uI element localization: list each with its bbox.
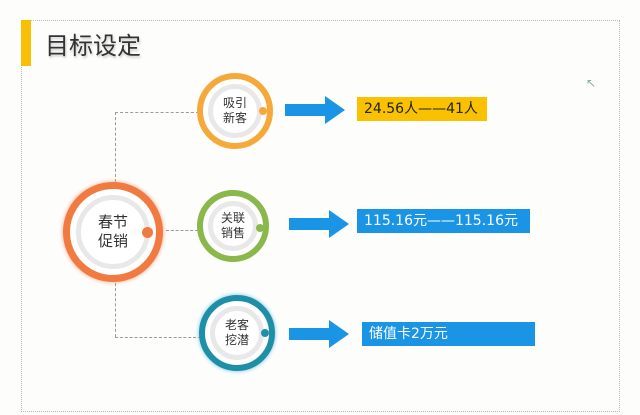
connector-line xyxy=(115,337,201,338)
branch-label: 销售 xyxy=(220,226,245,240)
slide-border xyxy=(21,20,620,412)
branch-node-关联销售: 关联 销售 xyxy=(197,190,269,262)
center-label: 春节 xyxy=(97,213,128,232)
node-dot xyxy=(256,224,264,232)
node-dot xyxy=(261,329,269,337)
center-label: 促销 xyxy=(97,232,128,250)
connector-line xyxy=(115,112,199,113)
branch-label: 吸引 xyxy=(222,96,247,110)
slide-title: 目标设定 xyxy=(45,32,141,60)
node-dot xyxy=(142,227,153,238)
result-box-1: 24.56人——41人 xyxy=(357,97,487,121)
mouse-cursor-icon: ↖ xyxy=(586,76,597,90)
arrow-right-icon xyxy=(285,96,345,124)
result-box-2: 115.16元——115.16元 xyxy=(357,209,530,233)
branch-node-吸引新客: 吸引 新客 xyxy=(197,73,273,149)
branch-label: 新客 xyxy=(222,111,247,125)
center-node-春节促销: 春节 促销 xyxy=(63,182,163,282)
branch-node-老客挖潜: 老客 挖潜 xyxy=(199,295,275,371)
connector-line xyxy=(115,112,116,182)
branch-label: 老客 xyxy=(224,318,249,332)
arrow-right-icon xyxy=(289,320,349,348)
result-box-3: 储值卡2万元 xyxy=(362,322,535,346)
arrow-right-icon xyxy=(289,210,349,238)
title-accent-bar xyxy=(21,20,31,66)
branch-label: 挖潜 xyxy=(224,333,249,347)
node-dot xyxy=(259,107,267,115)
branch-label: 关联 xyxy=(220,211,245,225)
connector-line xyxy=(166,230,198,231)
connector-line xyxy=(115,283,116,337)
